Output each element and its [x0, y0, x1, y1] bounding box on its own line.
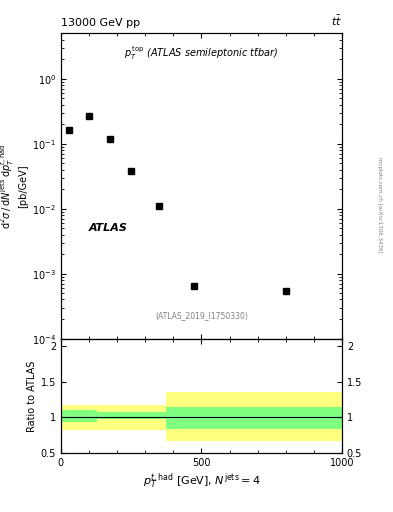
X-axis label: $p_T^{t,\mathrm{had}}$ [GeV], $N^{\mathrm{jets}} = 4$: $p_T^{t,\mathrm{had}}$ [GeV], $N^{\mathr…: [143, 472, 260, 492]
Text: mcplots.cern.ch [arXiv:1306.3436]: mcplots.cern.ch [arXiv:1306.3436]: [377, 157, 382, 252]
Text: $t\bar{t}$: $t\bar{t}$: [331, 14, 342, 28]
Text: 13000 GeV pp: 13000 GeV pp: [61, 18, 140, 28]
Y-axis label: Ratio to ATLAS: Ratio to ATLAS: [26, 360, 37, 432]
Text: ATLAS: ATLAS: [89, 223, 128, 232]
Y-axis label: $\mathrm{d}^2\sigma\,/\,\mathrm{d}N^{\mathrm{jets}}\,\mathrm{d}p_T^{t,\mathrm{ha: $\mathrm{d}^2\sigma\,/\,\mathrm{d}N^{\ma…: [0, 143, 28, 228]
Text: $p_T^{\,\mathrm{top}}$ (ATLAS semileptonic tt̄bar): $p_T^{\,\mathrm{top}}$ (ATLAS semilepton…: [124, 44, 279, 62]
Text: (ATLAS_2019_I1750330): (ATLAS_2019_I1750330): [155, 311, 248, 321]
